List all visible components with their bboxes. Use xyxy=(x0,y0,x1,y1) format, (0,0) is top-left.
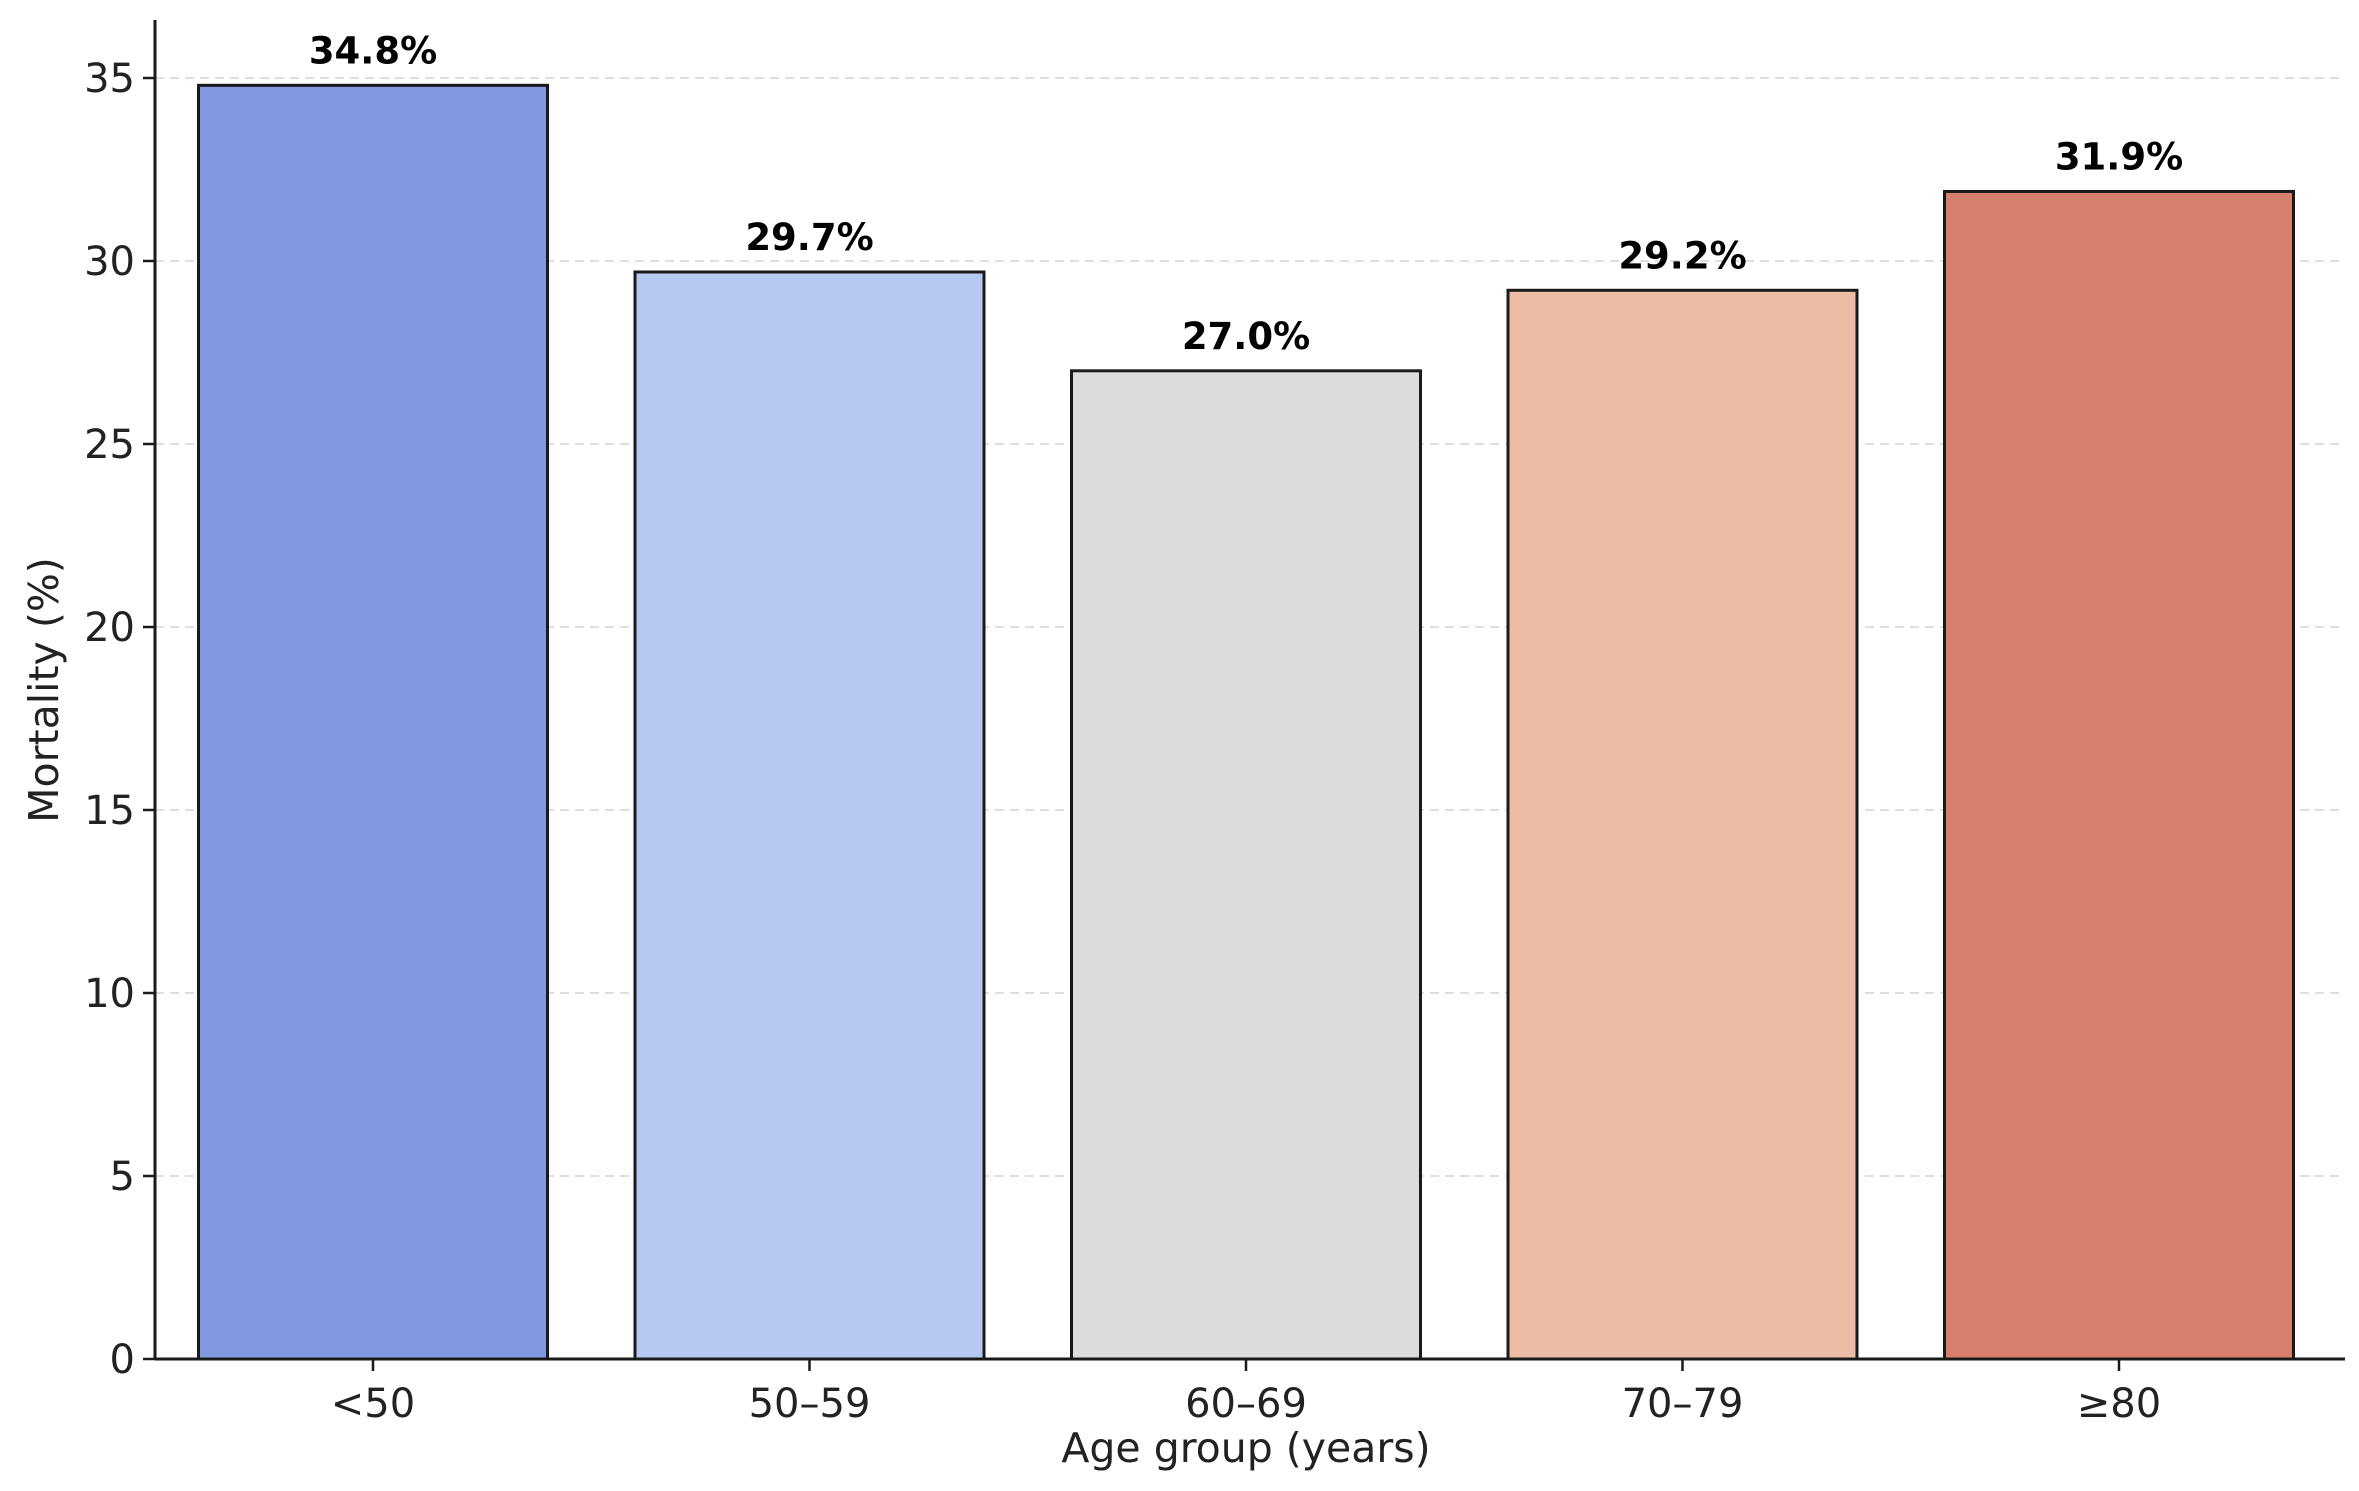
bar xyxy=(633,270,986,1361)
y-tick-label: 25 xyxy=(84,422,135,468)
y-tick-label: 20 xyxy=(84,605,135,651)
x-tick-label: 50–59 xyxy=(749,1381,871,1427)
x-axis-label: Age group (years) xyxy=(1061,1424,1430,1472)
axes-layer xyxy=(153,20,2345,1361)
value-labels-layer: 34.8% 29.7% 27.0% 29.2% 31.9% xyxy=(309,29,2183,357)
x-tick-label: 70–79 xyxy=(1622,1381,1744,1427)
bar-value-label: 29.7% xyxy=(745,216,873,259)
y-tick-label: 30 xyxy=(84,239,135,285)
x-tick-label: <50 xyxy=(331,1381,415,1427)
bar xyxy=(1943,189,2295,1361)
bar-value-label: 34.8% xyxy=(309,29,437,72)
bar-value-label: 31.9% xyxy=(2055,135,2183,178)
y-ticks-layer: 0 5 10 15 20 25 30 35 xyxy=(84,56,155,1383)
x-ticks-layer: <50 50–59 60–69 70–79 ≥80 xyxy=(331,1359,2161,1427)
y-tick-label: 35 xyxy=(84,56,135,102)
y-tick-label: 10 xyxy=(84,971,135,1017)
bar xyxy=(1070,369,1422,1361)
y-tick-label: 0 xyxy=(110,1337,135,1383)
x-tick-label: 60–69 xyxy=(1185,1381,1307,1427)
y-axis-label: Mortality (%) xyxy=(20,557,68,823)
y-tick-label: 5 xyxy=(110,1154,135,1200)
bar-value-label: 27.0% xyxy=(1182,315,1310,358)
y-tick-label: 15 xyxy=(84,788,135,834)
bar-value-label: 29.2% xyxy=(1618,234,1746,277)
x-tick-label: ≥80 xyxy=(2077,1381,2161,1427)
bar xyxy=(197,83,549,1361)
bar xyxy=(1506,288,1859,1361)
bars-layer xyxy=(197,83,2295,1361)
